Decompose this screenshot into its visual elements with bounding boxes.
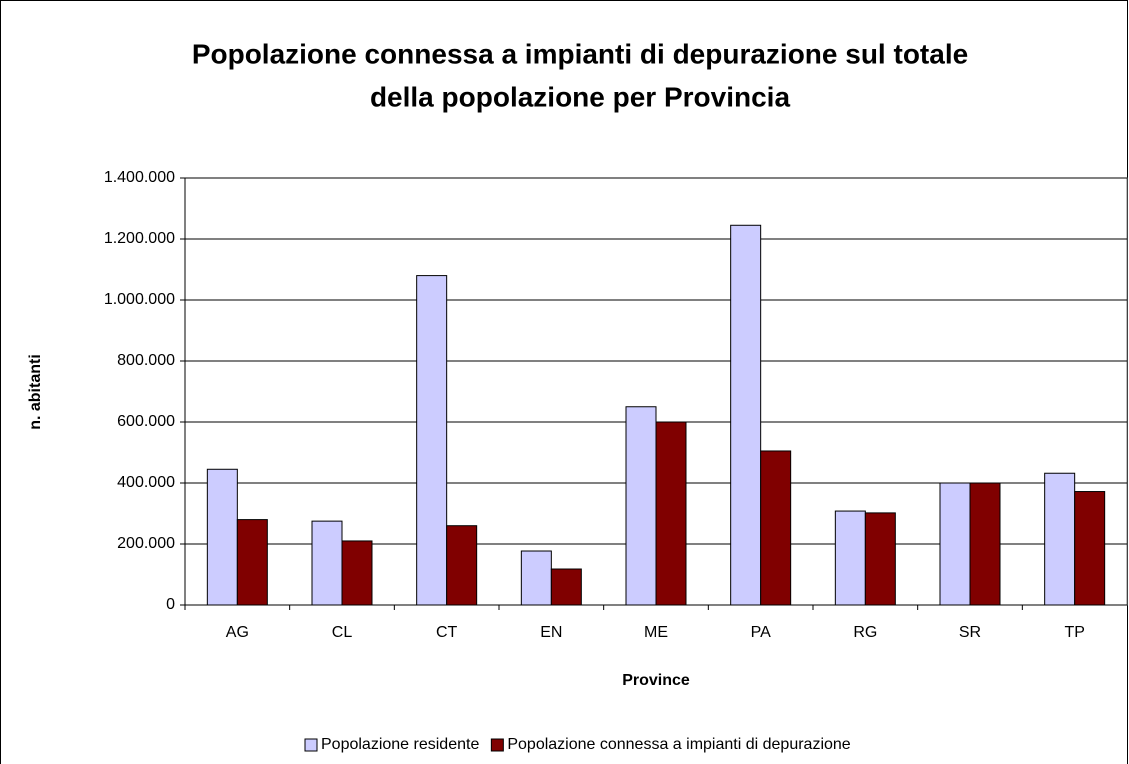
x-tick-label: CL bbox=[332, 624, 353, 641]
x-tick-label: RG bbox=[853, 624, 877, 641]
y-axis-title: n. abitanti bbox=[27, 354, 44, 430]
y-tick-label: 200.000 bbox=[117, 535, 175, 552]
bar bbox=[655, 421, 687, 606]
bar bbox=[969, 482, 1001, 606]
x-tick-label: TP bbox=[1064, 624, 1084, 641]
y-tick-label: 1.200.000 bbox=[104, 230, 175, 247]
bar bbox=[834, 510, 866, 606]
x-axis-title: Province bbox=[622, 672, 690, 689]
y-tick-label: 600.000 bbox=[117, 413, 175, 430]
bar bbox=[520, 550, 552, 606]
bar bbox=[730, 224, 762, 606]
bar bbox=[446, 525, 478, 606]
bar bbox=[1044, 472, 1076, 606]
legend-swatch bbox=[304, 738, 318, 752]
y-tick-label: 800.000 bbox=[117, 352, 175, 369]
y-tick-label: 1.000.000 bbox=[104, 291, 175, 308]
x-tick-label: EN bbox=[540, 624, 562, 641]
y-tick-label: 0 bbox=[166, 596, 175, 613]
legend-label: Popolazione residente bbox=[321, 736, 479, 753]
x-tick-label: ME bbox=[644, 624, 668, 641]
bar bbox=[206, 468, 238, 606]
y-tick-label: 1.400.000 bbox=[104, 169, 175, 186]
x-tick-label: PA bbox=[751, 624, 771, 641]
bar bbox=[550, 568, 582, 606]
bar bbox=[416, 275, 448, 606]
chart-title: Popolazione connessa a impianti di depur… bbox=[192, 38, 968, 69]
bar bbox=[1074, 491, 1106, 606]
legend-swatch bbox=[490, 738, 504, 752]
chart-title: della popolazione per Provincia bbox=[370, 81, 791, 112]
bar bbox=[864, 512, 896, 606]
x-tick-label: SR bbox=[959, 624, 981, 641]
x-tick-label: CT bbox=[436, 624, 458, 641]
bar bbox=[939, 482, 971, 606]
x-tick-label: AG bbox=[226, 624, 249, 641]
legend-label: Popolazione connessa a impianti di depur… bbox=[507, 736, 850, 753]
y-tick-label: 400.000 bbox=[117, 474, 175, 491]
bar bbox=[311, 520, 343, 606]
bar bbox=[341, 540, 373, 606]
bar bbox=[760, 450, 792, 606]
bar bbox=[625, 406, 657, 606]
bar bbox=[236, 519, 268, 606]
